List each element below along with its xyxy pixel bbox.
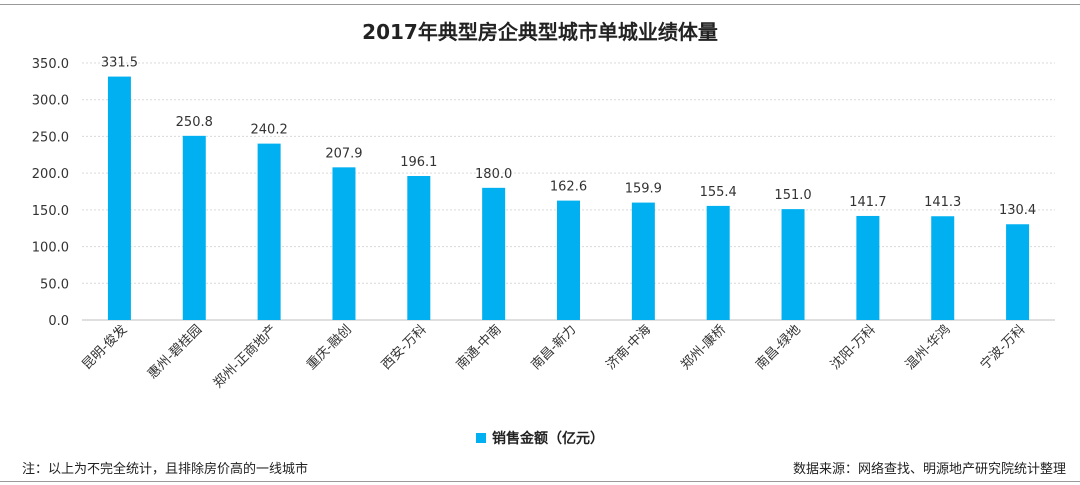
bar <box>706 205 730 320</box>
bar <box>182 135 206 320</box>
bar <box>1006 224 1030 320</box>
data-label: 240.2 <box>251 123 288 138</box>
x-tick-label: 南通-中南 <box>453 322 504 373</box>
data-label: 196.1 <box>400 155 437 170</box>
bar <box>557 200 580 320</box>
x-tick-label: 南昌-绿地 <box>752 322 803 373</box>
data-label: 180.0 <box>475 167 512 182</box>
x-tick-label: 济南-中海 <box>603 322 654 373</box>
x-tick-label: 宁波-万科 <box>977 322 1028 373</box>
x-tick-label: 惠州-碧桂园 <box>145 322 205 382</box>
top-border <box>0 4 1080 5</box>
data-label: 331.5 <box>101 56 138 71</box>
data-label: 141.3 <box>924 195 961 210</box>
bar <box>257 143 281 320</box>
x-tick-label: 重庆-融创 <box>303 322 354 373</box>
y-tick-label: 150.0 <box>32 204 69 219</box>
bar <box>631 202 655 320</box>
bar <box>931 216 955 320</box>
data-label: 155.4 <box>700 185 737 200</box>
data-label: 141.7 <box>849 195 886 210</box>
footnote: 注：以上为不完全统计，且排除房价高的一线城市 <box>22 462 309 477</box>
x-tick-label: 南昌-新力 <box>528 322 579 373</box>
x-tick-label: 昆明-俊发 <box>79 322 130 373</box>
data-label: 250.8 <box>176 115 213 130</box>
bar <box>407 176 431 320</box>
y-tick-label: 250.0 <box>32 130 69 145</box>
data-label: 207.9 <box>325 146 362 161</box>
bar <box>482 187 506 320</box>
x-tick-label: 郑州-康桥 <box>678 322 729 373</box>
bar <box>781 209 805 320</box>
legend: 销售金额（亿元） <box>0 428 1080 448</box>
y-tick-label: 50.0 <box>40 277 69 292</box>
data-label: 151.0 <box>774 188 811 203</box>
y-tick-label: 200.0 <box>32 167 69 182</box>
data-label: 130.4 <box>999 203 1036 218</box>
x-tick-label: 郑州-正商地产 <box>211 322 280 391</box>
bottom-border <box>0 481 1080 482</box>
y-tick-label: 350.0 <box>32 57 69 72</box>
bar <box>332 167 356 320</box>
source-note: 数据来源：网络查找、明源地产研究院统计整理 <box>792 462 1066 477</box>
y-tick-label: 0.0 <box>48 314 69 329</box>
x-tick-label: 西安-万科 <box>379 322 430 373</box>
data-label: 162.6 <box>550 180 587 195</box>
y-tick-label: 100.0 <box>32 241 69 256</box>
x-tick-label: 温州-华鸿 <box>902 322 953 373</box>
x-tick-label: 沈阳-万科 <box>828 322 879 373</box>
bar <box>856 215 880 320</box>
bar <box>107 76 131 320</box>
legend-label: 销售金额（亿元） <box>492 431 604 447</box>
legend-swatch <box>476 433 486 443</box>
data-label: 159.9 <box>625 182 662 197</box>
y-tick-label: 300.0 <box>32 94 69 109</box>
chart-title: 2017年典型房企典型城市单城业绩体量 <box>362 20 718 44</box>
